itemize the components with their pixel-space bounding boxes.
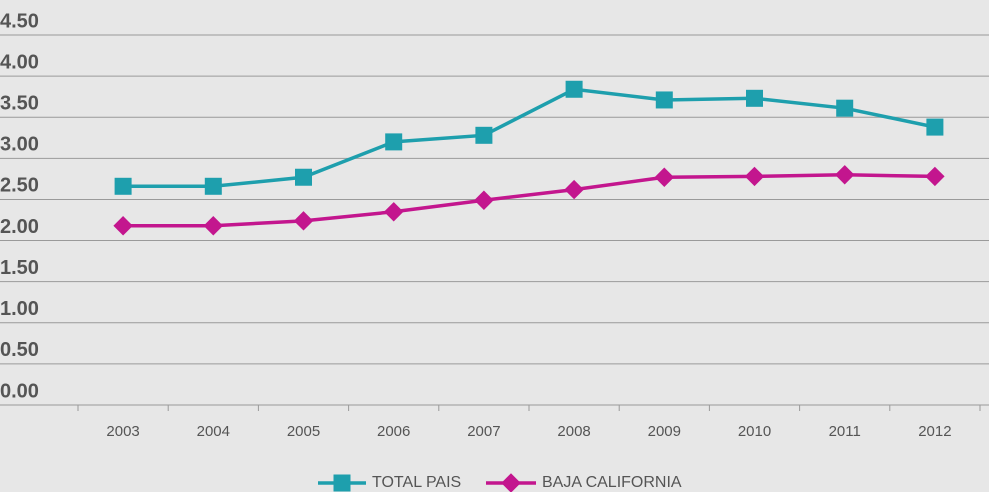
legend-label: TOTAL PAIS — [372, 474, 461, 491]
x-tick-label: 2010 — [738, 423, 771, 440]
data-point — [113, 216, 133, 236]
data-point — [203, 216, 224, 236]
x-tick-label: 2006 — [377, 423, 410, 440]
y-tick-label: 0.00 — [0, 380, 39, 402]
data-point — [925, 166, 945, 187]
legend-marker — [333, 474, 351, 492]
x-tick-label: 2007 — [467, 423, 500, 440]
y-tick-label: 0.50 — [0, 339, 39, 361]
legend-marker — [501, 473, 521, 492]
legend-label: BAJA CALIFORNIA — [542, 474, 682, 491]
y-tick-label: 3.50 — [0, 93, 39, 115]
data-point — [295, 168, 312, 186]
series-line — [123, 87, 936, 189]
data-point — [834, 165, 855, 185]
data-point — [474, 190, 494, 210]
x-tick-label: 2005 — [287, 423, 320, 440]
x-tick-label: 2004 — [197, 423, 230, 440]
x-tick-label: 2009 — [648, 423, 681, 440]
data-point — [204, 177, 222, 195]
y-tick-label: 1.50 — [0, 257, 39, 279]
data-point — [926, 118, 944, 136]
y-tick-label: 4.00 — [0, 51, 39, 73]
series-line — [123, 173, 935, 228]
x-tick-label: 2011 — [829, 423, 861, 440]
data-point — [654, 167, 675, 187]
data-point — [655, 91, 673, 109]
x-tick-label: 2008 — [557, 423, 590, 440]
data-point — [836, 99, 854, 117]
data-point — [746, 89, 763, 107]
x-tick-label: 2003 — [106, 423, 139, 440]
data-point — [475, 126, 493, 144]
y-tick-label: 2.00 — [0, 216, 39, 238]
y-tick-label: 2.50 — [0, 175, 39, 197]
y-tick-label: 3.00 — [0, 134, 39, 156]
x-tick-label: 2012 — [918, 423, 951, 440]
data-point — [565, 80, 583, 98]
data-point — [114, 177, 132, 195]
y-tick-label: 4.50 — [0, 10, 39, 32]
data-point — [564, 179, 584, 200]
data-point — [385, 133, 403, 151]
y-tick-label: 1.00 — [0, 298, 39, 320]
data-point — [293, 211, 314, 231]
data-point — [744, 166, 765, 187]
data-point — [383, 202, 404, 222]
